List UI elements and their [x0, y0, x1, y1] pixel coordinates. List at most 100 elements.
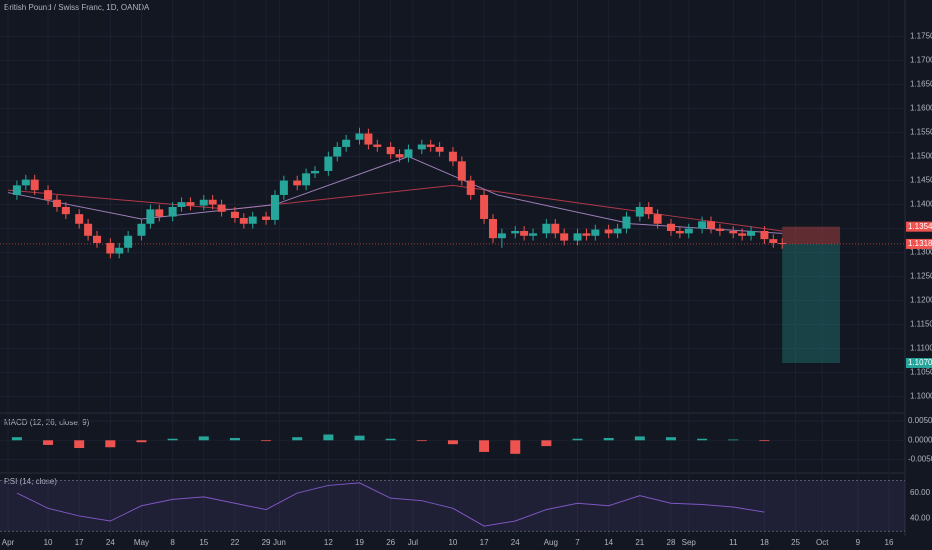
macd-bar — [261, 440, 272, 442]
macd-bar — [697, 438, 708, 441]
candle-body — [311, 170, 320, 174]
candle-body — [604, 229, 613, 234]
x-tick-label: 24 — [106, 538, 115, 547]
candle-body — [124, 235, 133, 248]
candle-body — [511, 230, 520, 234]
x-tick-label: 17 — [75, 538, 84, 547]
macd-bar — [323, 434, 334, 441]
x-tick-label: 17 — [480, 538, 489, 547]
candle-body — [560, 233, 569, 241]
candle-body — [279, 180, 288, 195]
candle-body — [52, 199, 61, 207]
y-tick-label: 1.16000 — [910, 104, 932, 113]
x-tick-label: 10 — [448, 538, 457, 547]
candle-body — [480, 194, 489, 219]
candle-body — [186, 202, 195, 206]
macd-title: MACD (12, 26, close, 9) — [4, 418, 90, 427]
stop-zone — [782, 226, 841, 244]
y-tick-label: 1.16500 — [910, 80, 932, 89]
x-tick-label: Apr — [2, 538, 15, 547]
target-label: 1.10700 — [908, 358, 932, 367]
candle-body — [622, 216, 631, 229]
candle-body — [417, 144, 426, 150]
x-tick-label: 7 — [575, 538, 580, 547]
macd-bar — [385, 438, 396, 441]
candle-body — [542, 223, 551, 234]
candle-body — [373, 144, 382, 147]
candle-body — [333, 146, 342, 157]
candle-body — [115, 247, 124, 254]
x-tick-label: 29 — [262, 538, 271, 547]
x-tick-label: 21 — [635, 538, 644, 547]
candle-body — [146, 209, 155, 224]
x-tick-label: 15 — [199, 538, 208, 547]
x-tick-label: 22 — [230, 538, 239, 547]
candle-body — [497, 233, 506, 239]
candle-body — [457, 161, 466, 181]
candle-body — [155, 209, 164, 217]
price-tag — [906, 238, 932, 249]
macd-bar — [136, 440, 147, 443]
candle-body — [582, 233, 591, 236]
y-tick-label: 0.00000 — [908, 435, 932, 444]
candle-body — [684, 228, 693, 234]
candle-body — [293, 180, 302, 186]
candle-body — [302, 173, 311, 186]
candle-body — [230, 211, 239, 219]
candle-body — [106, 242, 115, 254]
macd-bar — [416, 440, 427, 442]
candle-body — [137, 223, 146, 236]
candle-body — [613, 228, 622, 234]
candle-body — [199, 199, 208, 206]
candle-body — [208, 199, 217, 205]
candle-body — [551, 223, 560, 234]
y-tick-label: 1.17000 — [910, 56, 932, 65]
candle-body — [635, 206, 644, 217]
y-tick-label: 1.15000 — [910, 152, 932, 161]
candle-body — [177, 202, 186, 207]
rsi-title: RSI (14, close) — [4, 477, 57, 486]
candle-body — [342, 139, 351, 147]
macd-bar — [759, 440, 770, 442]
candle-body — [448, 151, 457, 162]
candle-body — [30, 179, 39, 191]
x-tick-label: May — [134, 538, 149, 547]
target-zone — [782, 243, 841, 364]
candle-body — [61, 206, 70, 215]
x-tick-label: 8 — [170, 538, 175, 547]
y-tick-label: 60.00 — [910, 488, 931, 497]
x-tick-label: Jul — [408, 538, 418, 547]
candle-body — [715, 228, 724, 231]
candle-body — [707, 221, 716, 229]
candle-body — [573, 233, 582, 241]
x-tick-label: 14 — [604, 538, 613, 547]
chart-title: British Pound / Swiss Franc, 1D, OANDA — [4, 3, 150, 12]
stop-tag — [906, 221, 932, 232]
candle-body — [675, 230, 684, 234]
y-tick-label: 1.17500 — [910, 32, 932, 41]
candle-body — [698, 221, 707, 229]
rsi-line — [16, 482, 765, 527]
y-tick-label: 1.14000 — [910, 200, 932, 209]
macd-bar — [634, 436, 645, 441]
candle-body — [760, 230, 769, 240]
macd-bar — [447, 440, 458, 445]
candle-body — [168, 206, 177, 217]
stop-label: 1.13540 — [908, 222, 932, 231]
candle-body — [529, 233, 538, 236]
candle-body — [488, 218, 497, 239]
y-tick-label: 1.12000 — [910, 296, 932, 305]
x-tick-label: Aug — [544, 538, 558, 547]
candle-body — [395, 154, 404, 158]
candle-body — [239, 218, 248, 224]
x-tick-label: 9 — [856, 538, 861, 547]
y-tick-label: 1.10000 — [910, 392, 932, 401]
x-tick-label: 16 — [885, 538, 894, 547]
candle-body — [21, 179, 30, 186]
candle-body — [355, 133, 364, 140]
candle-body — [217, 204, 226, 212]
y-tick-label: 40.00 — [910, 514, 931, 523]
candle-body — [591, 229, 600, 236]
